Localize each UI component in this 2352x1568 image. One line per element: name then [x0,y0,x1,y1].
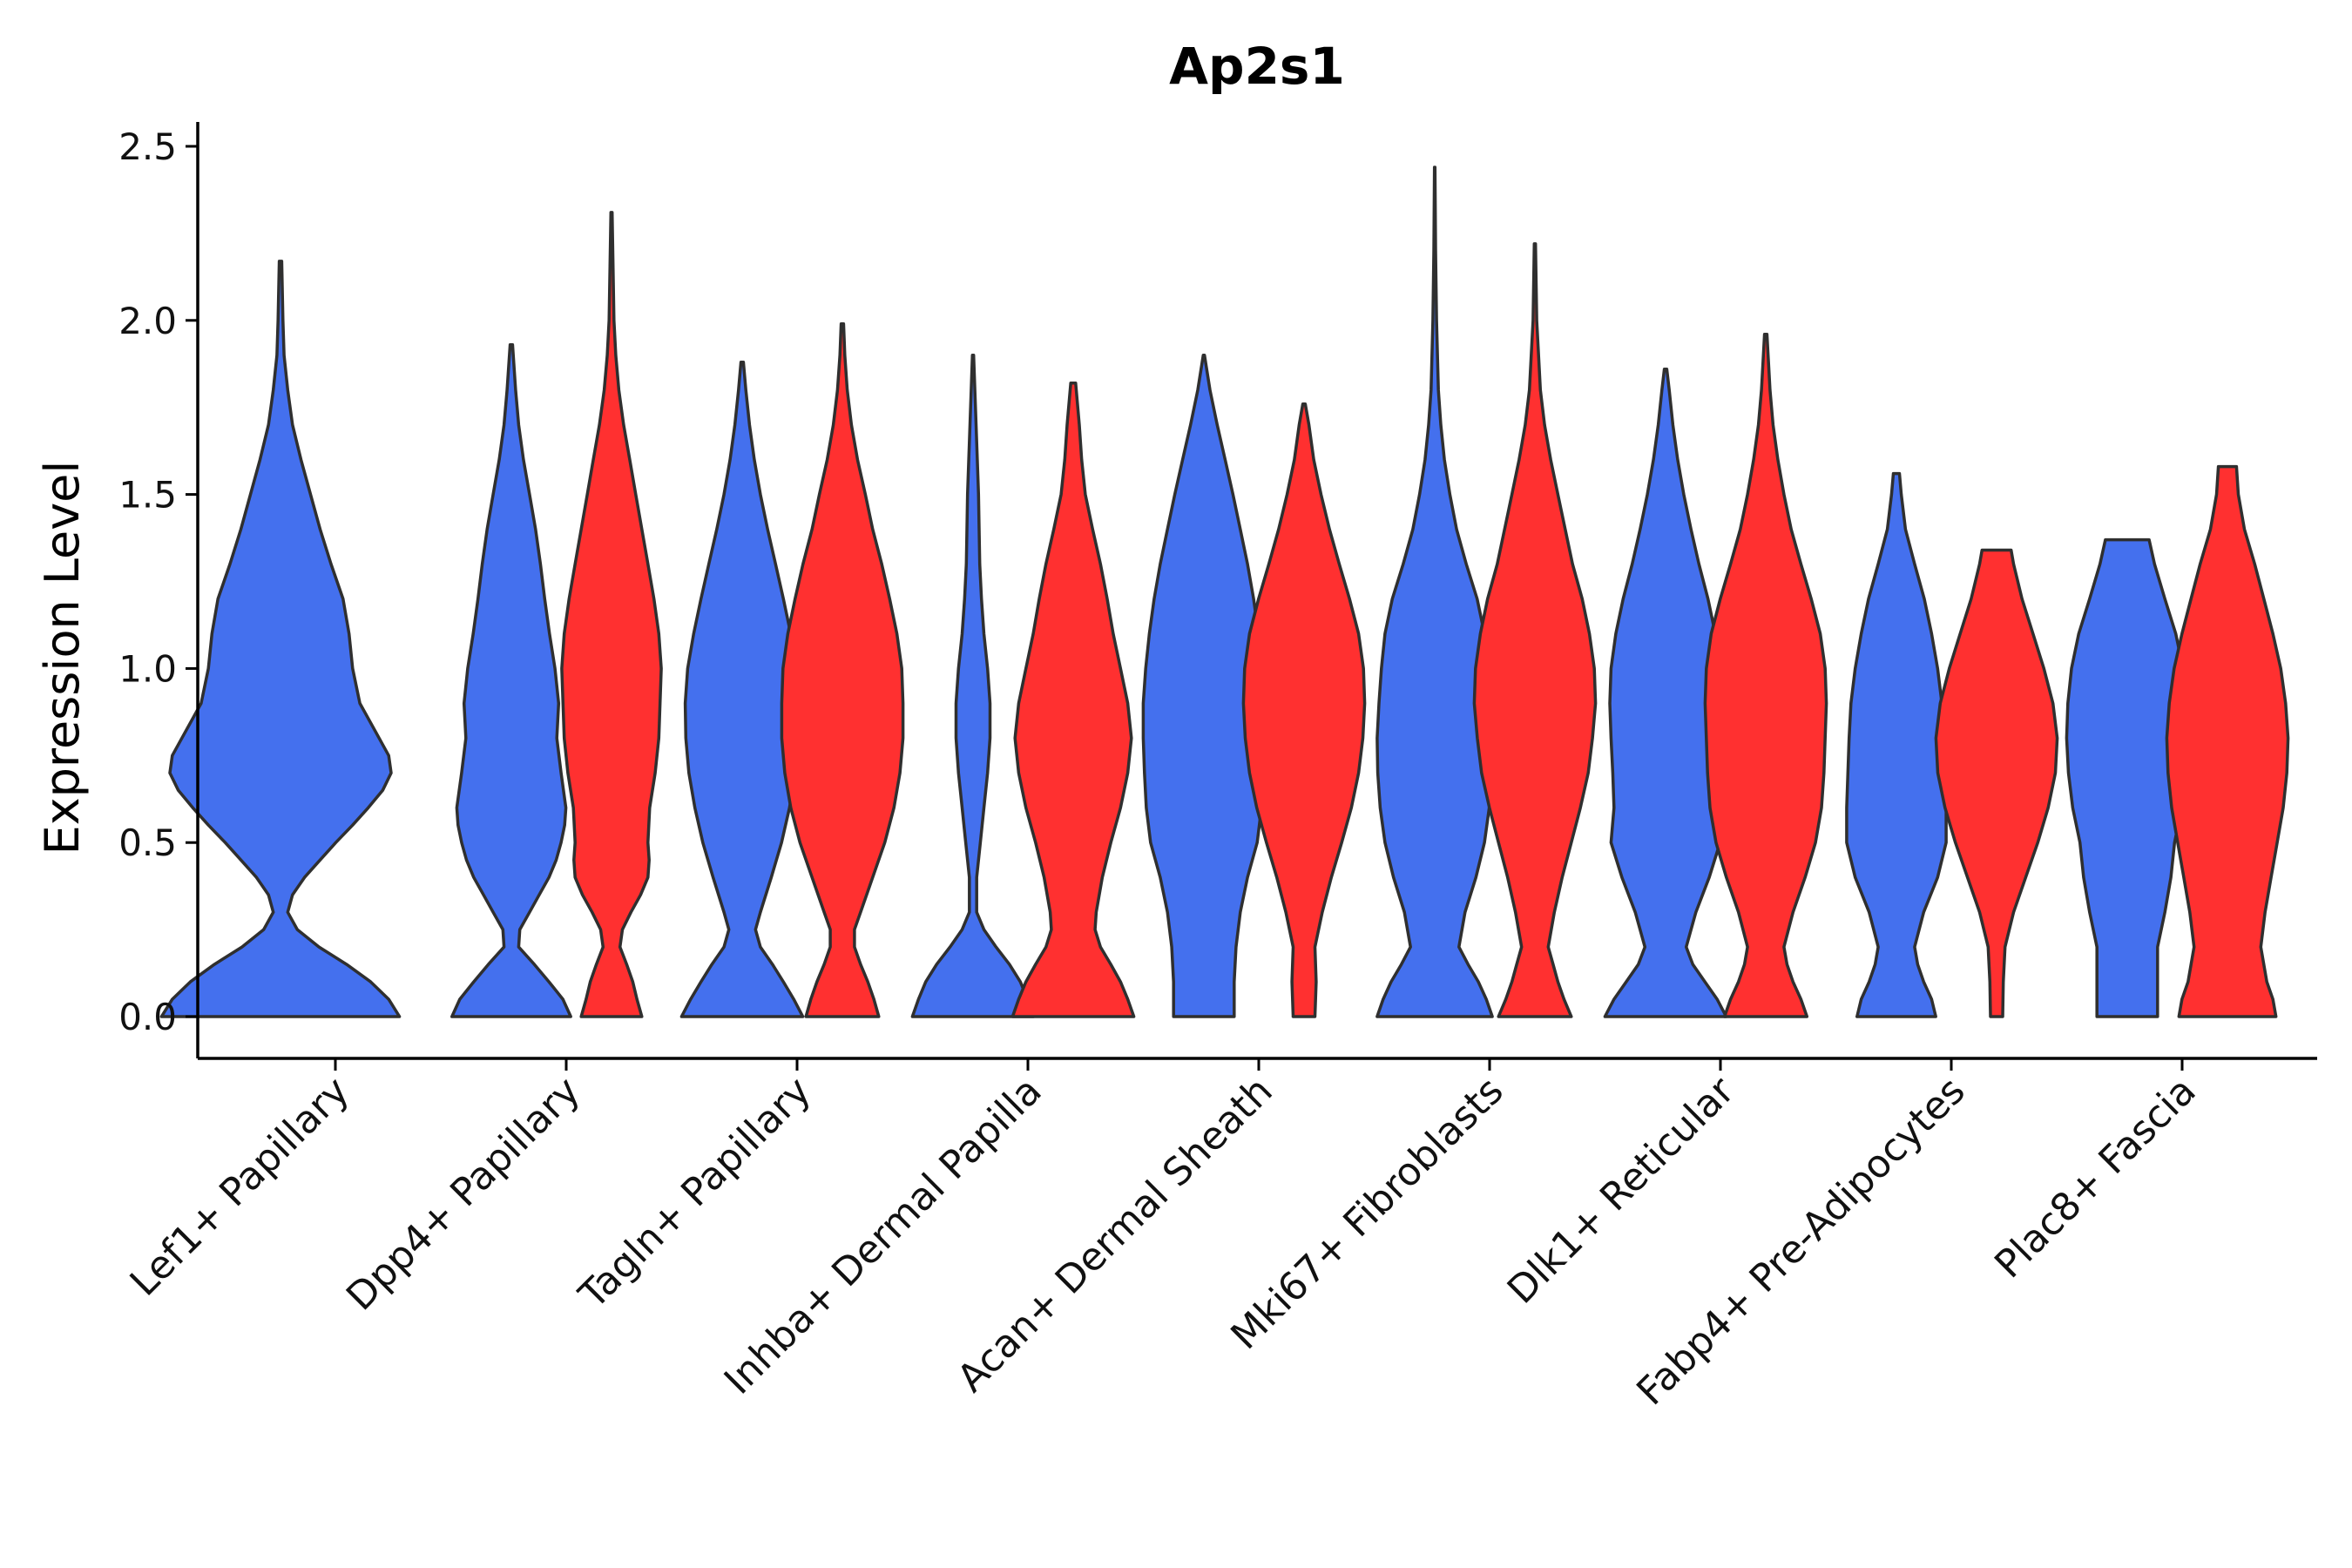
x-tick-label: Lef1+ Papillary [122,1069,358,1305]
y-tick-label: 0.0 [118,996,177,1038]
x-tick-label: Dpp4+ Papillary [338,1069,589,1320]
violin-3-group-1 [910,354,1036,1018]
x-tick-label: Tagln+ Papillary [571,1069,820,1318]
x-tick-label: Plac8+ Fascia [1986,1069,2205,1288]
violin-1-group-1 [450,343,572,1018]
chart-title: Ap2s1 [1169,37,1345,96]
violin-5-group-2 [1472,242,1598,1018]
violin-layer [159,166,2290,1018]
y-tick-label: 2.5 [118,125,177,168]
violin-6-group-2 [1703,333,1828,1018]
violin-2-group-2 [780,322,905,1018]
y-tick-label: 2.0 [118,300,177,342]
violin-7-group-1 [1845,471,1948,1018]
y-tick-label: 0.5 [118,821,177,864]
violin-5-group-1 [1375,166,1494,1018]
x-tick-label: Dlk1+ Reticular [1499,1068,1744,1313]
y-tick-label: 1.0 [118,647,177,690]
violin-4-group-2 [1241,402,1367,1018]
violin-8-group-1 [2065,537,2190,1018]
violin-7-group-2 [1934,548,2059,1018]
violin-8-group-2 [2165,464,2290,1018]
violin-0-group-1 [159,260,402,1018]
violin-3-group-2 [1010,381,1136,1018]
y-axis-title: Expression Level [35,461,90,855]
y-tick-label: 1.5 [118,474,177,517]
violin-2-group-1 [679,360,805,1018]
violin-1-group-2 [560,211,663,1018]
violin-6-group-1 [1603,367,1728,1018]
